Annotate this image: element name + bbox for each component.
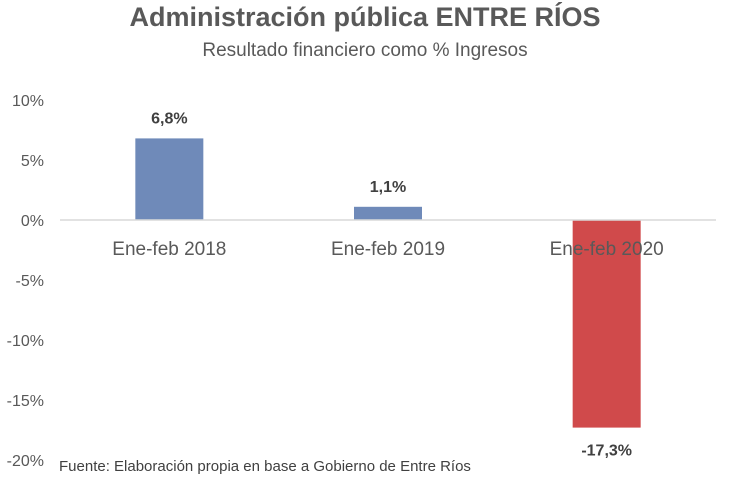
data-label: 6,8% bbox=[151, 110, 187, 127]
y-tick-label: -10% bbox=[7, 333, 44, 350]
y-tick-label: 5% bbox=[21, 153, 44, 170]
y-tick-label: 10% bbox=[12, 93, 44, 110]
y-tick-label: -5% bbox=[16, 273, 44, 290]
bar-1 bbox=[135, 138, 204, 220]
y-tick-label: -15% bbox=[7, 393, 44, 410]
x-category-label: Ene-feb 2020 bbox=[550, 239, 664, 260]
data-label: 1,1% bbox=[370, 179, 406, 196]
data-label: -17,3% bbox=[581, 443, 632, 460]
y-tick-label: 0% bbox=[21, 213, 44, 230]
y-tick-label: -20% bbox=[7, 453, 44, 470]
x-category-label: Ene-feb 2018 bbox=[112, 239, 226, 260]
chart-subtitle: Resultado financiero como % Ingresos bbox=[202, 40, 528, 61]
x-category-label: Ene-feb 2019 bbox=[331, 239, 445, 260]
chart-title: Administración pública ENTRE RÍOS bbox=[129, 2, 601, 32]
bar-3 bbox=[572, 220, 641, 428]
bar-2 bbox=[354, 206, 422, 220]
source-note: Fuente: Elaboración propia en base a Gob… bbox=[59, 458, 471, 475]
